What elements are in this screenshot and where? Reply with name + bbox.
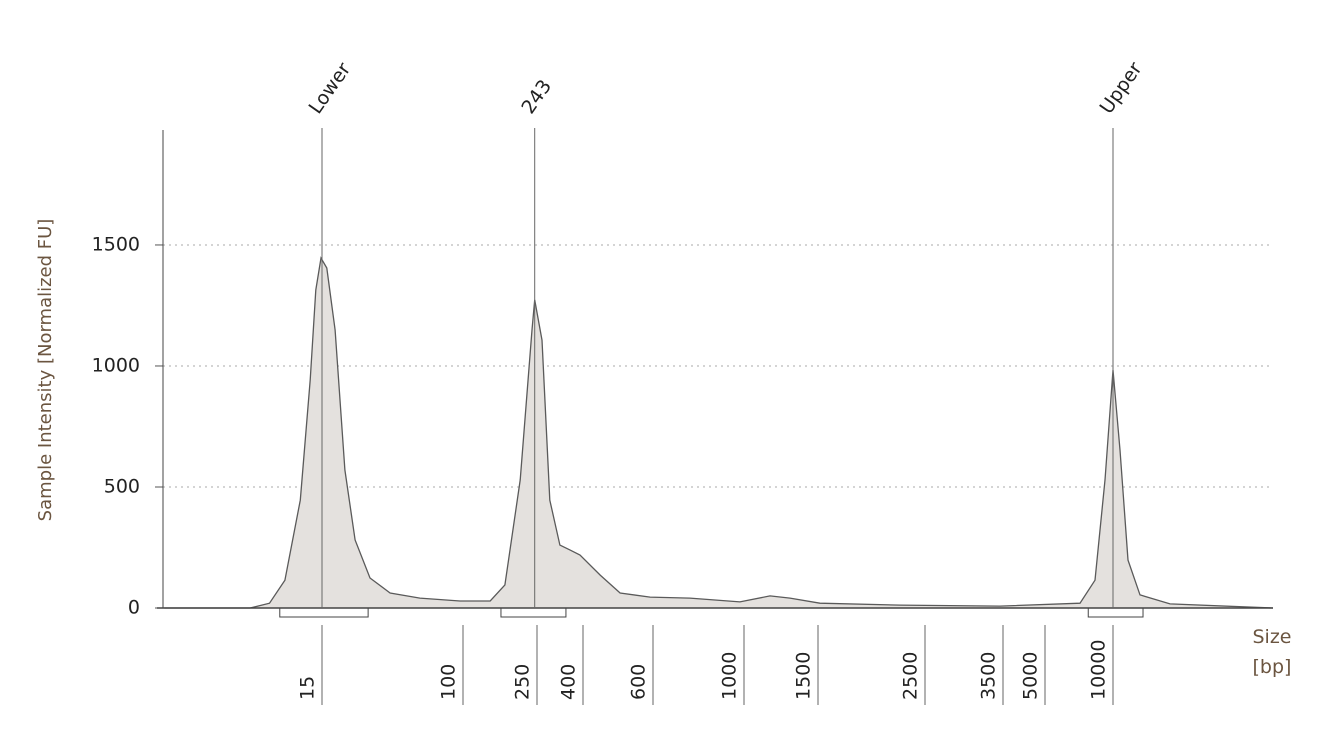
y-tick-label: 1000: [92, 354, 140, 376]
trace-fill: [164, 258, 1274, 608]
x-tick-label: 400: [558, 664, 580, 700]
y-tick-label: 1500: [92, 233, 140, 255]
x-tick-label: 250: [512, 664, 534, 700]
y-axis-label: Sample Intensity [Normalized FU]: [35, 219, 56, 522]
trace-line: [164, 256, 1274, 609]
y-tick-label: 500: [104, 475, 140, 497]
x-tick-label: 10000: [1088, 640, 1110, 700]
x-tick-label: 100: [438, 664, 460, 700]
y-tick-label: 0: [128, 597, 140, 619]
region-bracket: [1087, 608, 1144, 618]
peak-label: 243: [517, 76, 556, 118]
peak-label: Lower: [305, 59, 356, 118]
x-tick-label: 600: [628, 664, 650, 700]
x-tick-label: 2500: [900, 652, 922, 700]
x-tick-label: 1000: [719, 652, 741, 700]
peak-label: Upper: [1096, 58, 1147, 118]
x-tick-label: 15: [297, 676, 319, 700]
region-bracket: [279, 608, 369, 618]
x-tick-label: 5000: [1020, 652, 1042, 700]
region-bracket: [500, 608, 567, 618]
x-tick-label: 1500: [793, 652, 815, 700]
x-axis-label: Size [bp]: [1252, 626, 1292, 678]
x-tick-label: 3500: [978, 652, 1000, 700]
